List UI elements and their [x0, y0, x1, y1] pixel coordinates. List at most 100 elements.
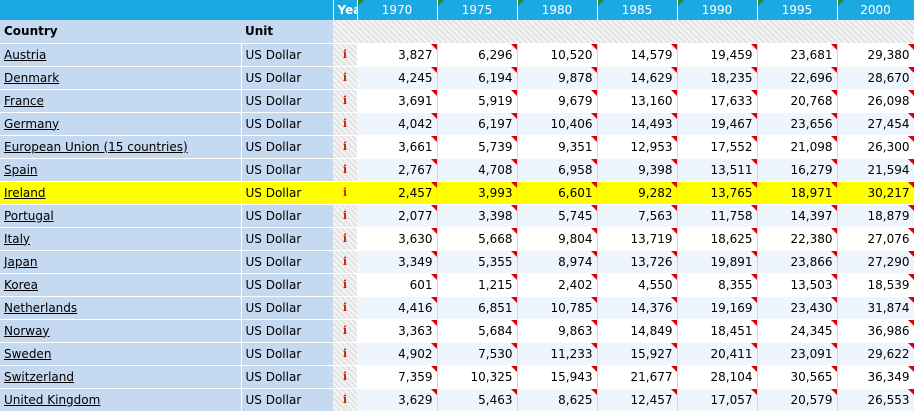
country-link[interactable]: France [0, 89, 241, 113]
country-link[interactable]: Ireland [0, 181, 241, 205]
value-cell[interactable]: 1,215 [437, 273, 518, 297]
value-cell[interactable]: 6,851 [437, 296, 518, 320]
value-cell[interactable]: 26,300 [837, 135, 914, 159]
value-cell[interactable]: 22,380 [757, 227, 838, 251]
value-cell[interactable]: 16,279 [757, 158, 838, 182]
value-cell[interactable]: 31,874 [837, 296, 914, 320]
value-cell[interactable]: 20,768 [757, 89, 838, 113]
value-cell[interactable]: 18,879 [837, 204, 914, 228]
value-cell[interactable]: 5,668 [437, 227, 518, 251]
value-cell[interactable]: 14,579 [597, 43, 678, 67]
value-cell[interactable]: 3,661 [357, 135, 438, 159]
country-link[interactable]: Italy [0, 227, 241, 251]
country-link[interactable]: Spain [0, 158, 241, 182]
value-cell[interactable]: 2,767 [357, 158, 438, 182]
value-cell[interactable]: 3,349 [357, 250, 438, 274]
value-cell[interactable]: 4,042 [357, 112, 438, 136]
value-cell[interactable]: 22,696 [757, 66, 838, 90]
value-cell[interactable]: 2,077 [357, 204, 438, 228]
value-cell[interactable]: 9,679 [517, 89, 598, 113]
value-cell[interactable]: 14,629 [597, 66, 678, 90]
value-cell[interactable]: 5,684 [437, 319, 518, 343]
value-cell[interactable]: 9,863 [517, 319, 598, 343]
info-icon[interactable]: i [333, 66, 357, 90]
value-cell[interactable]: 18,451 [677, 319, 758, 343]
year-header-1980[interactable]: 1980 [517, 0, 598, 20]
value-cell[interactable]: 20,411 [677, 342, 758, 366]
value-cell[interactable]: 23,656 [757, 112, 838, 136]
value-cell[interactable]: 15,943 [517, 365, 598, 389]
value-cell[interactable]: 19,169 [677, 296, 758, 320]
value-cell[interactable]: 6,601 [517, 181, 598, 205]
value-cell[interactable]: 601 [357, 273, 438, 297]
value-cell[interactable]: 8,625 [517, 388, 598, 412]
value-cell[interactable]: 10,785 [517, 296, 598, 320]
value-cell[interactable]: 28,670 [837, 66, 914, 90]
year-header-1975[interactable]: 1975 [437, 0, 518, 20]
value-cell[interactable]: 12,953 [597, 135, 678, 159]
country-link[interactable]: Austria [0, 43, 241, 67]
value-cell[interactable]: 5,355 [437, 250, 518, 274]
value-cell[interactable]: 13,160 [597, 89, 678, 113]
value-cell[interactable]: 13,765 [677, 181, 758, 205]
info-icon[interactable]: i [333, 319, 357, 343]
value-cell[interactable]: 24,345 [757, 319, 838, 343]
value-cell[interactable]: 7,359 [357, 365, 438, 389]
value-cell[interactable]: 13,726 [597, 250, 678, 274]
country-link[interactable]: Japan [0, 250, 241, 274]
value-cell[interactable]: 9,398 [597, 158, 678, 182]
country-link[interactable]: Norway [0, 319, 241, 343]
value-cell[interactable]: 13,719 [597, 227, 678, 251]
info-icon[interactable]: i [333, 43, 357, 67]
value-cell[interactable]: 28,104 [677, 365, 758, 389]
info-icon[interactable]: i [333, 158, 357, 182]
country-link[interactable]: Portugal [0, 204, 241, 228]
value-cell[interactable]: 21,594 [837, 158, 914, 182]
info-icon[interactable]: i [333, 296, 357, 320]
country-link[interactable]: Denmark [0, 66, 241, 90]
info-icon[interactable]: i [333, 112, 357, 136]
value-cell[interactable]: 17,633 [677, 89, 758, 113]
value-cell[interactable]: 2,402 [517, 273, 598, 297]
info-icon[interactable]: i [333, 135, 357, 159]
value-cell[interactable]: 10,406 [517, 112, 598, 136]
year-header-1970[interactable]: 1970 [357, 0, 438, 20]
country-link[interactable]: Germany [0, 112, 241, 136]
value-cell[interactable]: 19,467 [677, 112, 758, 136]
value-cell[interactable]: 14,493 [597, 112, 678, 136]
value-cell[interactable]: 13,503 [757, 273, 838, 297]
value-cell[interactable]: 9,878 [517, 66, 598, 90]
value-cell[interactable]: 30,565 [757, 365, 838, 389]
value-cell[interactable]: 13,511 [677, 158, 758, 182]
value-cell[interactable]: 6,197 [437, 112, 518, 136]
info-icon[interactable]: i [333, 388, 357, 412]
value-cell[interactable]: 23,091 [757, 342, 838, 366]
value-cell[interactable]: 27,076 [837, 227, 914, 251]
year-header-1995[interactable]: 1995 [757, 0, 838, 20]
value-cell[interactable]: 4,550 [597, 273, 678, 297]
value-cell[interactable]: 30,217 [837, 181, 914, 205]
value-cell[interactable]: 2,457 [357, 181, 438, 205]
value-cell[interactable]: 3,691 [357, 89, 438, 113]
value-cell[interactable]: 3,630 [357, 227, 438, 251]
country-link[interactable]: Korea [0, 273, 241, 297]
value-cell[interactable]: 8,355 [677, 273, 758, 297]
year-header-1990[interactable]: 1990 [677, 0, 758, 20]
value-cell[interactable]: 10,325 [437, 365, 518, 389]
value-cell[interactable]: 6,296 [437, 43, 518, 67]
country-link[interactable]: European Union (15 countries) [0, 135, 241, 159]
value-cell[interactable]: 14,376 [597, 296, 678, 320]
value-cell[interactable]: 23,430 [757, 296, 838, 320]
value-cell[interactable]: 4,245 [357, 66, 438, 90]
value-cell[interactable]: 11,758 [677, 204, 758, 228]
value-cell[interactable]: 3,827 [357, 43, 438, 67]
value-cell[interactable]: 15,927 [597, 342, 678, 366]
value-cell[interactable]: 5,919 [437, 89, 518, 113]
country-link[interactable]: United Kingdom [0, 388, 241, 412]
value-cell[interactable]: 9,351 [517, 135, 598, 159]
value-cell[interactable]: 18,235 [677, 66, 758, 90]
country-link[interactable]: Switzerland [0, 365, 241, 389]
value-cell[interactable]: 19,459 [677, 43, 758, 67]
value-cell[interactable]: 6,194 [437, 66, 518, 90]
country-link[interactable]: Netherlands [0, 296, 241, 320]
